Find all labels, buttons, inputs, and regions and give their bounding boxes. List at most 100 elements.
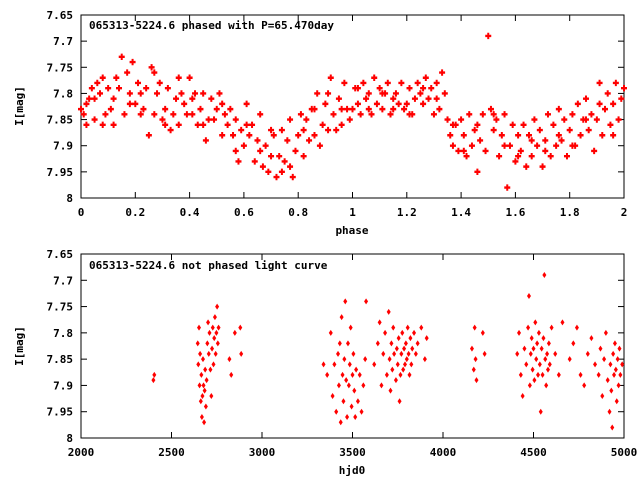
data-point <box>333 126 340 134</box>
data-point <box>603 329 608 336</box>
data-point <box>354 100 361 108</box>
data-point <box>224 121 231 128</box>
data-point <box>198 350 203 357</box>
data-point <box>471 366 476 373</box>
data-point <box>99 74 106 81</box>
data-point <box>395 100 402 108</box>
data-point <box>338 121 345 128</box>
data-point <box>545 366 550 373</box>
data-point <box>164 85 171 92</box>
data-point <box>213 105 220 113</box>
data-point <box>550 121 557 128</box>
data-point <box>154 90 161 97</box>
data-point <box>577 132 584 139</box>
data-point <box>346 382 351 389</box>
data-point <box>118 53 125 61</box>
data-point <box>588 111 595 118</box>
data-point <box>600 392 605 399</box>
data-point <box>189 111 196 118</box>
data-point <box>409 361 414 368</box>
x-tick-label: 0.2 <box>125 206 145 219</box>
data-point <box>611 350 616 357</box>
data-point <box>610 424 615 431</box>
data-point <box>215 340 220 347</box>
x-tick-label: 0.6 <box>234 206 254 219</box>
data-point <box>527 382 532 389</box>
data-point <box>349 403 354 410</box>
data-point <box>341 79 348 87</box>
data-point <box>420 85 427 92</box>
data-point <box>480 329 485 336</box>
data-point <box>419 324 424 331</box>
data-point <box>135 79 142 87</box>
data-point <box>197 324 202 331</box>
data-point <box>251 158 258 165</box>
data-point <box>151 69 158 76</box>
data-point <box>129 58 136 66</box>
x-tick-label: 2 <box>621 206 628 219</box>
data-point <box>243 121 250 128</box>
data-point <box>363 356 368 363</box>
data-point <box>110 121 117 128</box>
data-point <box>83 100 90 108</box>
data-point <box>83 121 90 128</box>
data-point <box>493 116 500 123</box>
data-point <box>563 152 570 160</box>
data-point <box>167 126 174 134</box>
data-point <box>336 382 341 389</box>
data-point <box>582 382 587 389</box>
y-tick-label: 7.75 <box>47 301 74 314</box>
data-point <box>395 361 400 368</box>
data-point <box>531 116 538 123</box>
data-point <box>325 371 330 378</box>
data-point <box>336 350 341 357</box>
data-point <box>287 116 294 123</box>
data-point <box>604 90 611 97</box>
data-point <box>278 126 285 134</box>
data-point <box>203 366 208 373</box>
data-point <box>402 361 407 368</box>
data-point <box>520 392 525 399</box>
data-point <box>357 371 362 378</box>
data-point <box>509 121 516 128</box>
data-point <box>203 403 208 410</box>
data-point <box>528 137 535 144</box>
data-point <box>206 350 211 357</box>
x-tick-label: 0.4 <box>180 206 200 219</box>
data-point <box>460 147 467 155</box>
data-point <box>542 272 547 279</box>
data-point <box>192 90 199 97</box>
data-point <box>601 105 608 113</box>
data-point <box>543 356 548 363</box>
data-point <box>414 79 421 87</box>
x-tick-label: 1.8 <box>560 206 580 219</box>
data-point <box>232 147 239 155</box>
data-point <box>605 377 610 384</box>
data-point <box>311 105 318 113</box>
data-point <box>202 387 207 394</box>
data-point <box>339 314 344 321</box>
data-point <box>379 105 386 113</box>
data-point <box>230 132 237 139</box>
data-point <box>140 105 147 113</box>
y-tick-label: 7.65 <box>47 248 74 261</box>
data-point <box>574 100 581 108</box>
data-point <box>526 293 531 300</box>
data-point <box>170 111 177 118</box>
data-point <box>482 350 487 357</box>
data-point <box>439 69 446 76</box>
data-point <box>194 121 201 128</box>
data-point <box>175 74 182 81</box>
data-point <box>449 142 456 149</box>
x-tick-label: 4500 <box>520 446 547 459</box>
data-point <box>151 377 156 384</box>
data-point <box>219 100 226 108</box>
data-point <box>335 95 342 102</box>
data-point <box>398 371 403 378</box>
data-point <box>338 105 345 113</box>
data-point <box>524 361 529 368</box>
data-point <box>200 356 205 363</box>
data-point <box>406 350 411 357</box>
data-point <box>388 387 393 394</box>
data-point <box>391 324 396 331</box>
